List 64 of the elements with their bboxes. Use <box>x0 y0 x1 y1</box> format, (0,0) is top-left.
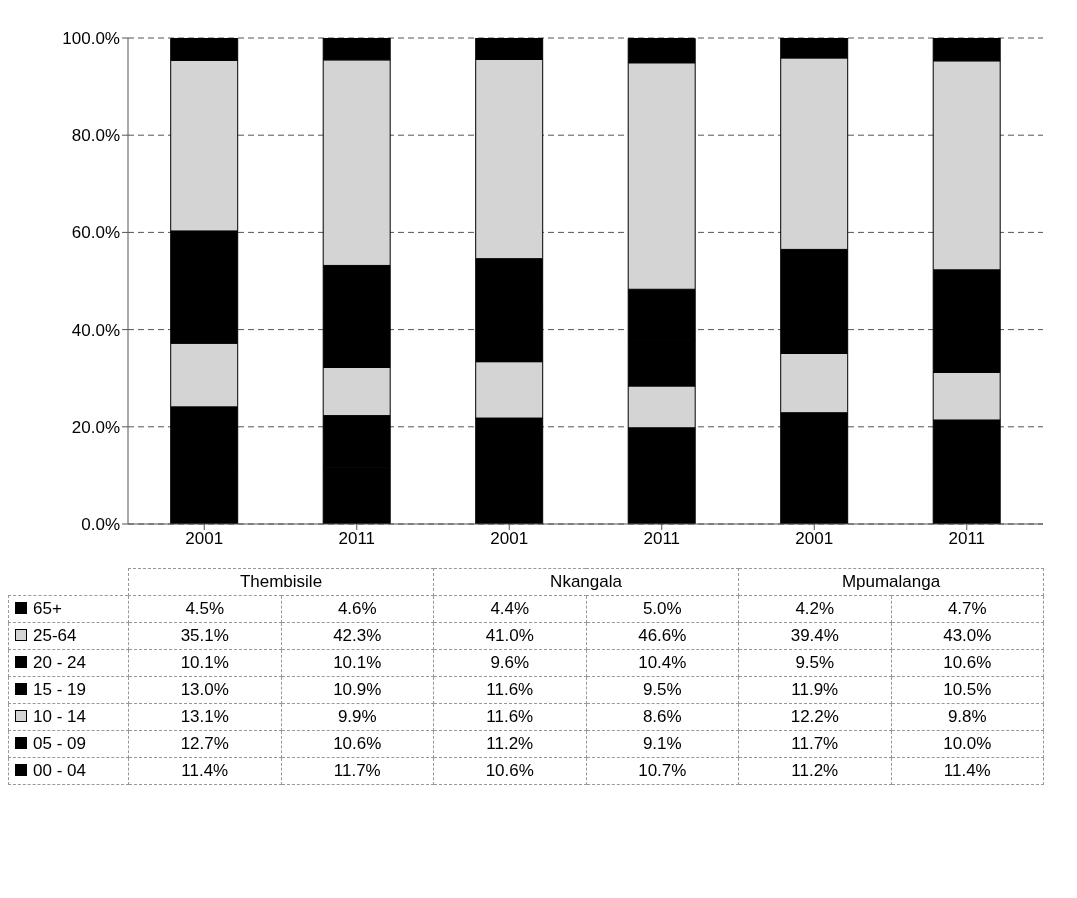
data-label: 4.6% <box>281 595 434 623</box>
data-label: 4.2% <box>738 595 892 623</box>
data-label: 9.9% <box>281 703 434 731</box>
y-tick-label: 0.0% <box>81 515 120 535</box>
data-label: 41.0% <box>433 622 587 650</box>
legend-label: 15 - 19 <box>33 680 86 699</box>
data-label: 5.0% <box>586 595 739 623</box>
data-label: 10.0% <box>891 730 1044 758</box>
data-label: 11.2% <box>433 730 587 758</box>
x-tick-label: 2001 <box>490 529 529 549</box>
data-label: 11.6% <box>433 676 587 704</box>
legend-label: 65+ <box>33 599 62 618</box>
text: Thembisile <box>128 568 434 596</box>
data-label: 10.6% <box>433 757 587 785</box>
x-tick-label: 2001 <box>185 529 224 549</box>
text: Nkangala <box>433 568 739 596</box>
data-label: 12.7% <box>128 730 281 758</box>
data-label: 46.6% <box>586 622 739 650</box>
data-label: 10.6% <box>891 649 1044 677</box>
y-tick-label: 100.0% <box>62 29 120 49</box>
legend-label: 00 - 04 <box>33 761 86 780</box>
data-label: 9.5% <box>738 649 892 677</box>
data-label: 8.6% <box>586 703 739 731</box>
data-label: 10.9% <box>281 676 434 704</box>
legend-label: 10 - 14 <box>33 707 86 726</box>
data-label: 10.1% <box>128 649 281 677</box>
data-label: 11.6% <box>433 703 587 731</box>
data-label: 9.6% <box>433 649 587 677</box>
y-tick-label: 40.0% <box>71 320 120 340</box>
data-label: 11.2% <box>738 757 892 785</box>
data-label: 10.4% <box>586 649 739 677</box>
text: Mpumalanga <box>738 568 1044 596</box>
data-label: 4.7% <box>891 595 1044 623</box>
data-label: 4.5% <box>128 595 281 623</box>
x-tick-label: 2011 <box>948 529 986 549</box>
data-label: 13.0% <box>128 676 281 704</box>
data-label: 11.9% <box>738 676 892 704</box>
data-label: 11.7% <box>738 730 892 758</box>
data-label: 12.2% <box>738 703 892 731</box>
data-label: 13.1% <box>128 703 281 731</box>
data-label: 9.1% <box>586 730 739 758</box>
data-label: 9.8% <box>891 703 1044 731</box>
data-label: 43.0% <box>891 622 1044 650</box>
data-label: 4.4% <box>433 595 587 623</box>
data-label: 10.5% <box>891 676 1044 704</box>
data-label: 35.1% <box>128 622 281 650</box>
data-label: 11.7% <box>281 757 434 785</box>
data-label: 10.7% <box>586 757 739 785</box>
y-tick-label: 20.0% <box>71 417 120 437</box>
data-label: 11.4% <box>891 757 1044 785</box>
data-label: 10.6% <box>281 730 434 758</box>
x-tick-label: 2011 <box>643 529 681 549</box>
data-label: 42.3% <box>281 622 434 650</box>
legend-label: 20 - 24 <box>33 653 86 672</box>
data-label: 39.4% <box>738 622 892 650</box>
x-tick-label: 2011 <box>338 529 376 549</box>
y-tick-label: 80.0% <box>71 126 120 146</box>
y-tick-label: 60.0% <box>71 223 120 243</box>
data-label: 10.1% <box>281 649 434 677</box>
data-label: 11.4% <box>128 757 281 785</box>
x-tick-label: 2001 <box>795 529 834 549</box>
legend-label: 05 - 09 <box>33 734 86 753</box>
legend-label: 25-64 <box>33 626 77 645</box>
data-label: 9.5% <box>586 676 739 704</box>
